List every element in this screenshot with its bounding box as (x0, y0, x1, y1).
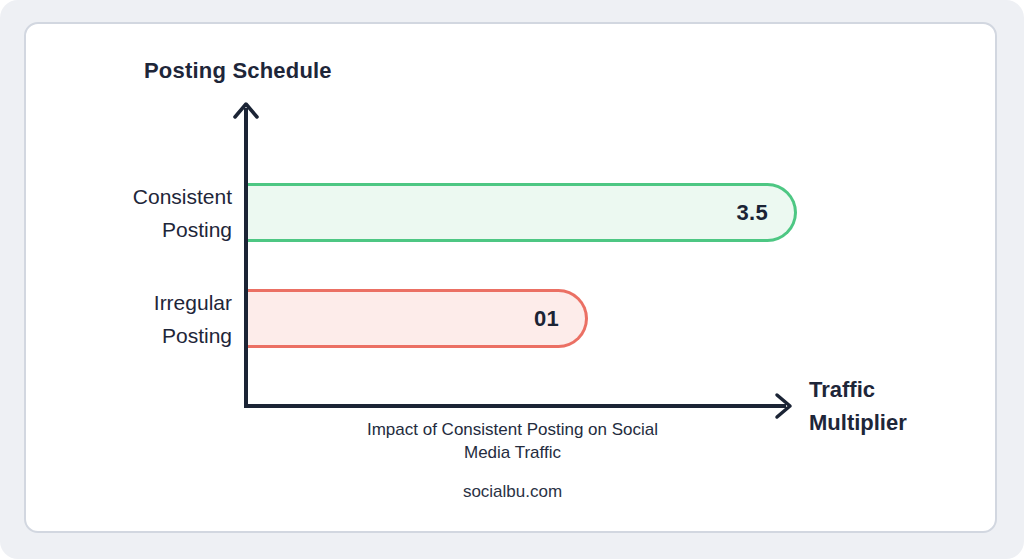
bar-value-label: 01 (534, 306, 559, 332)
category-label-irregular-posting: Irregular Posting (26, 289, 232, 348)
category-label-line: Posting (26, 319, 232, 352)
chart-card: Posting Schedule Consistent Posting 3.5 … (24, 22, 997, 533)
page-background: Posting Schedule Consistent Posting 3.5 … (0, 0, 1024, 559)
bar-consistent-posting: 3.5 (248, 183, 797, 242)
bar-irregular-posting: 01 (248, 289, 588, 348)
category-label-line: Consistent (26, 180, 232, 213)
y-axis-title: Posting Schedule (144, 58, 332, 84)
chart-caption-line: Impact of Consistent Posting on Social (26, 418, 999, 441)
x-axis-title-line: Traffic (809, 373, 907, 406)
category-label-line: Posting (26, 213, 232, 246)
chart-caption: Impact of Consistent Posting on Social M… (26, 418, 999, 464)
category-label-line: Irregular (26, 286, 232, 319)
category-label-consistent-posting: Consistent Posting (26, 183, 232, 242)
x-axis-arrow-icon (777, 395, 790, 417)
bar-value-label: 3.5 (737, 200, 768, 226)
chart-caption-line: Media Traffic (26, 441, 999, 464)
y-axis-arrow-icon (235, 104, 257, 117)
source-text: socialbu.com (26, 482, 999, 502)
